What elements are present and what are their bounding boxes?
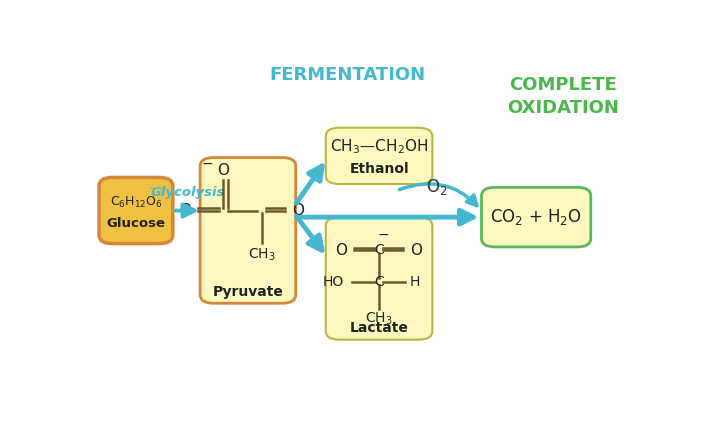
Text: O: O (335, 243, 347, 258)
Text: Lactate: Lactate (350, 321, 408, 335)
Text: CO$_2$ + H$_2$O: CO$_2$ + H$_2$O (490, 207, 582, 227)
FancyBboxPatch shape (99, 178, 173, 244)
Text: FERMENTATION: FERMENTATION (269, 66, 426, 84)
Text: Pyruvate: Pyruvate (212, 285, 283, 299)
Text: Glucose: Glucose (106, 217, 166, 230)
Text: Ethanol: Ethanol (349, 162, 409, 176)
FancyBboxPatch shape (482, 187, 591, 247)
FancyBboxPatch shape (326, 217, 432, 340)
Text: CH$_3$: CH$_3$ (365, 311, 393, 327)
FancyBboxPatch shape (200, 157, 296, 303)
Text: HO: HO (323, 275, 344, 289)
FancyBboxPatch shape (326, 128, 432, 184)
Text: COMPLETE: COMPLETE (510, 76, 618, 94)
Text: H: H (410, 275, 419, 289)
Text: C$_6$H$_{12}$O$_6$: C$_6$H$_{12}$O$_6$ (109, 195, 162, 210)
Text: OXIDATION: OXIDATION (508, 99, 620, 117)
Text: C: C (374, 275, 384, 289)
Text: O: O (179, 203, 191, 218)
Text: CH$_3$: CH$_3$ (247, 246, 276, 263)
Text: −: − (201, 157, 213, 171)
Text: C: C (374, 243, 384, 257)
Text: O: O (292, 203, 304, 218)
Text: −: − (378, 227, 389, 241)
Text: O$_2$: O$_2$ (426, 177, 448, 197)
FancyArrowPatch shape (400, 184, 477, 206)
Text: O: O (410, 243, 422, 258)
Text: Glycolysis: Glycolysis (150, 186, 225, 199)
Text: CH$_3$—CH$_2$OH: CH$_3$—CH$_2$OH (330, 138, 428, 157)
Text: O: O (217, 163, 229, 178)
